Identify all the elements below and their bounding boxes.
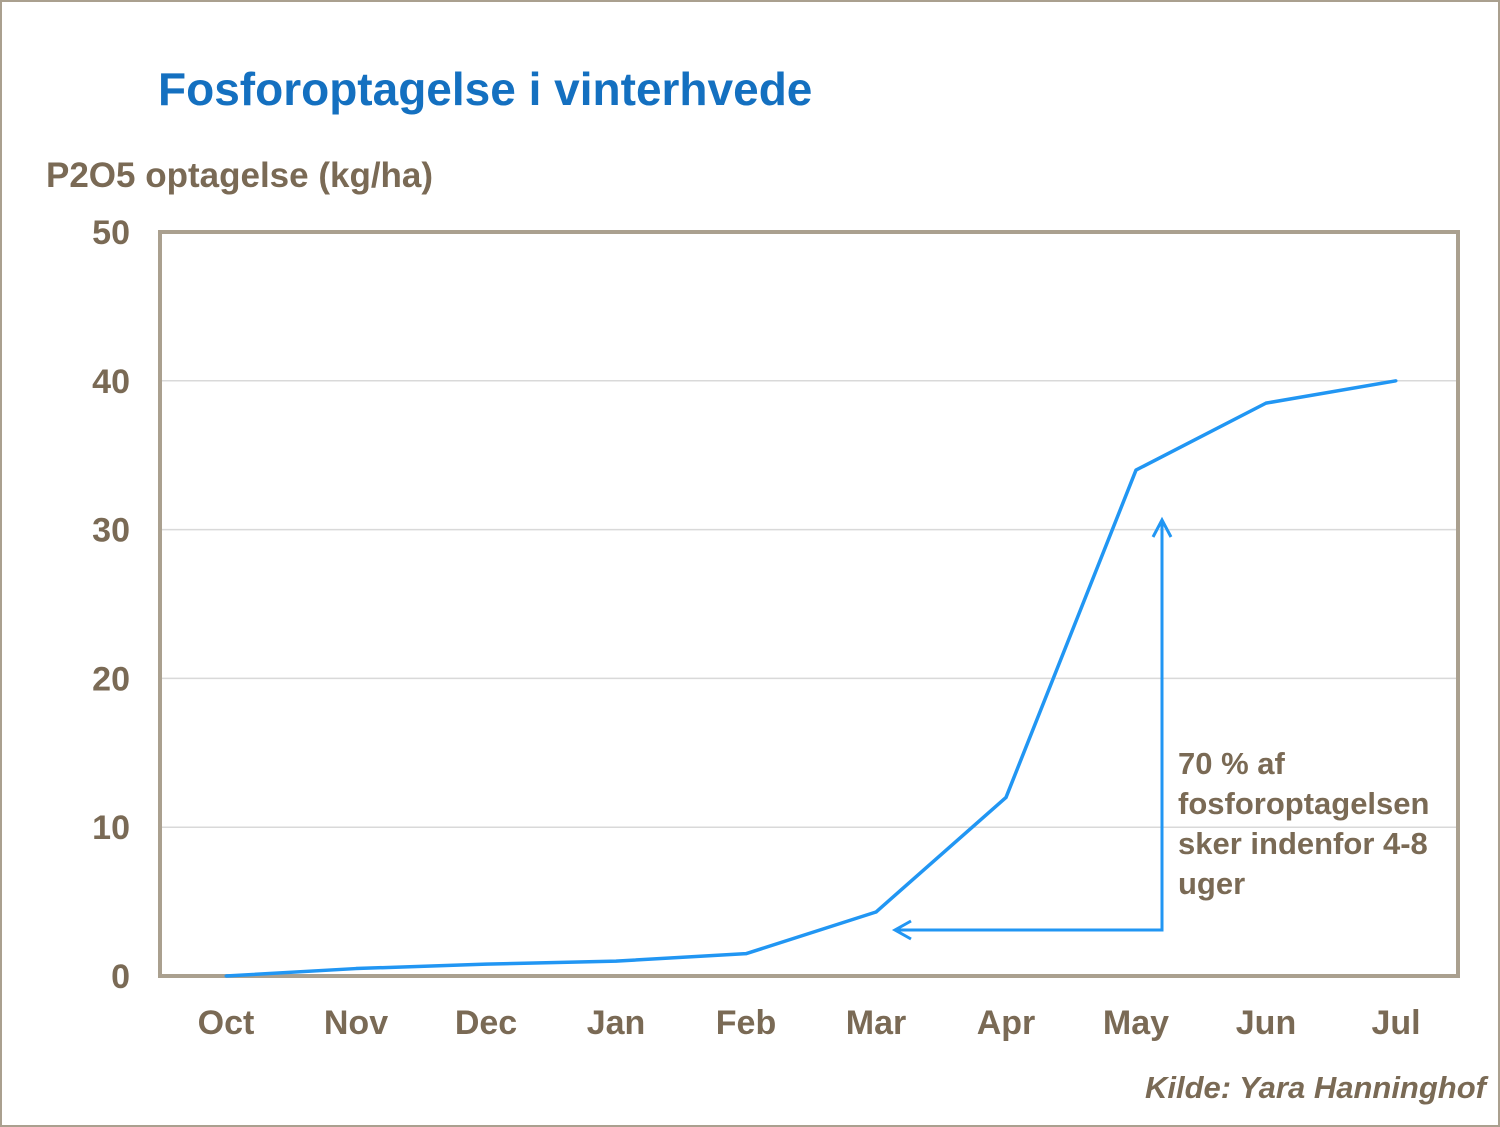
- plot-area-border: [158, 230, 1460, 978]
- x-tick-label: Nov: [324, 1004, 388, 1042]
- data-point: [1394, 379, 1398, 383]
- data-point: [614, 959, 618, 963]
- data-point: [484, 962, 488, 966]
- x-tick-label: Jan: [587, 1004, 646, 1042]
- y-tick-label: 40: [92, 363, 130, 401]
- data-point: [744, 952, 748, 956]
- x-tick-label: Mar: [846, 1004, 906, 1042]
- data-point: [1134, 468, 1138, 472]
- source-credit: Kilde: Yara Hanninghof: [1144, 1070, 1486, 1105]
- x-tick-label: Dec: [455, 1004, 517, 1042]
- data-point: [874, 910, 878, 914]
- x-tick-label: May: [1103, 1004, 1169, 1042]
- y-tick-label: 30: [92, 512, 130, 550]
- data-point: [224, 974, 228, 978]
- chart-title: Fosforoptagelse i vinterhvede: [158, 63, 813, 115]
- y-tick-label: 20: [92, 660, 130, 698]
- annotation-arrow-head-left: [891, 919, 912, 941]
- x-tick-label: Oct: [198, 1004, 255, 1042]
- y-axis-label: P2O5 optagelse (kg/ha): [46, 156, 434, 195]
- data-point: [354, 967, 358, 971]
- data-point: [1264, 401, 1268, 405]
- annotation-text: 70 % af fosforoptagelsen sker indenfor 4…: [1178, 746, 1430, 901]
- y-tick-label: 10: [92, 809, 130, 847]
- y-tick-label: 0: [111, 958, 130, 996]
- annotation-arrow: [895, 520, 1164, 932]
- x-tick-label: Feb: [716, 1004, 776, 1042]
- x-tick-label: Apr: [977, 1004, 1036, 1042]
- y-tick-label: 50: [92, 214, 130, 252]
- x-tick-label: Jun: [1236, 1004, 1296, 1042]
- x-tick-label: Jul: [1371, 1004, 1420, 1042]
- series-line: [225, 379, 1397, 978]
- annotation-arrow-head-up: [1151, 516, 1173, 538]
- data-point: [1004, 795, 1008, 799]
